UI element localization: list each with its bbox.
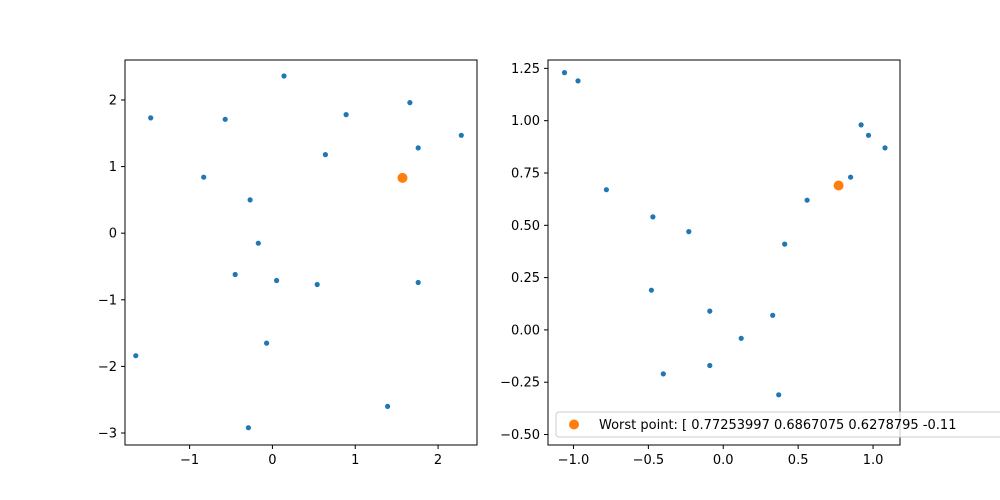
- y-tick-label: 0.25: [511, 271, 540, 286]
- right-scatter-plot: −1.0 −0.5 0.0 0.5 1.0 −0.50 −0.25 0.00 0.25 0.50 0…: [500, 59, 901, 468]
- data-point: [458, 132, 464, 138]
- data-point: [686, 229, 692, 235]
- data-point: [407, 100, 413, 106]
- y-tick-label: 1: [109, 160, 117, 175]
- worst-point: [833, 180, 844, 191]
- x-tick-label: 2: [434, 453, 442, 468]
- data-point: [245, 425, 251, 431]
- y-tick-label: −0.50: [500, 428, 540, 443]
- data-point: [882, 145, 888, 151]
- x-tick-label: 0: [268, 453, 276, 468]
- y-tick-label: 0.00: [511, 323, 540, 338]
- x-tick-label: 1.0: [863, 453, 884, 468]
- y-tick-label: 0.75: [511, 166, 540, 181]
- y-tick-label: 1.00: [511, 114, 540, 129]
- axes-frame: [124, 59, 478, 446]
- data-point: [648, 287, 655, 293]
- x-tick-label: −1.0: [558, 453, 590, 468]
- x-tick-label: 1: [351, 453, 359, 468]
- legend-label: Worst point: [ 0.77253997 0.6867075 0.62…: [599, 418, 956, 433]
- y-tick-label: 0: [109, 227, 117, 242]
- data-point: [858, 122, 864, 128]
- data-point: [281, 73, 287, 79]
- data-point: [385, 403, 391, 409]
- x-tick-label: 0.0: [713, 453, 734, 468]
- y-tick-label: −1: [98, 293, 117, 308]
- left-scatter-plot: −1 0 1 2 −3 −2 −1 0 1 2: [98, 59, 478, 468]
- data-point: [343, 112, 349, 118]
- data-point: [133, 353, 139, 359]
- data-point: [776, 392, 782, 398]
- data-point: [561, 70, 568, 76]
- data-point: [222, 116, 228, 122]
- y-tick-label: 2: [109, 93, 117, 108]
- axes-frame: [547, 59, 901, 446]
- data-point: [660, 371, 666, 377]
- y-tick-label: −0.25: [500, 376, 540, 391]
- data-point: [804, 197, 810, 203]
- x-tick-label: −0.5: [633, 453, 665, 468]
- data-point: [650, 214, 656, 220]
- x-tick-label: −1: [180, 453, 199, 468]
- worst-point: [397, 172, 408, 183]
- data-point: [415, 145, 421, 151]
- data-point: [232, 271, 238, 278]
- data-point: [264, 340, 270, 346]
- data-point: [782, 241, 788, 247]
- data-point: [201, 174, 207, 180]
- data-point: [255, 240, 261, 246]
- y-tick-label: −3: [98, 427, 117, 442]
- legend: Worst point: [ 0.77253997 0.6867075 0.62…: [555, 411, 1000, 438]
- y-tick-label: 1.25: [511, 62, 540, 77]
- data-point: [738, 335, 744, 341]
- y-tick-label: 0.50: [511, 219, 540, 234]
- data-point: [322, 152, 328, 158]
- data-point: [247, 197, 253, 203]
- x-tick-label: 0.5: [788, 453, 809, 468]
- legend-frame: [555, 411, 1000, 438]
- y-tick-label: −2: [98, 360, 117, 375]
- data-point: [770, 312, 776, 318]
- data-point: [314, 281, 320, 288]
- data-point: [575, 78, 581, 84]
- data-point: [415, 279, 421, 286]
- data-point: [848, 174, 854, 180]
- data-point: [148, 115, 154, 121]
- data-point: [707, 308, 713, 314]
- data-point: [603, 187, 610, 193]
- data-point: [865, 132, 872, 138]
- data-point: [274, 277, 280, 284]
- legend-marker: [569, 419, 579, 430]
- data-point: [707, 362, 713, 369]
